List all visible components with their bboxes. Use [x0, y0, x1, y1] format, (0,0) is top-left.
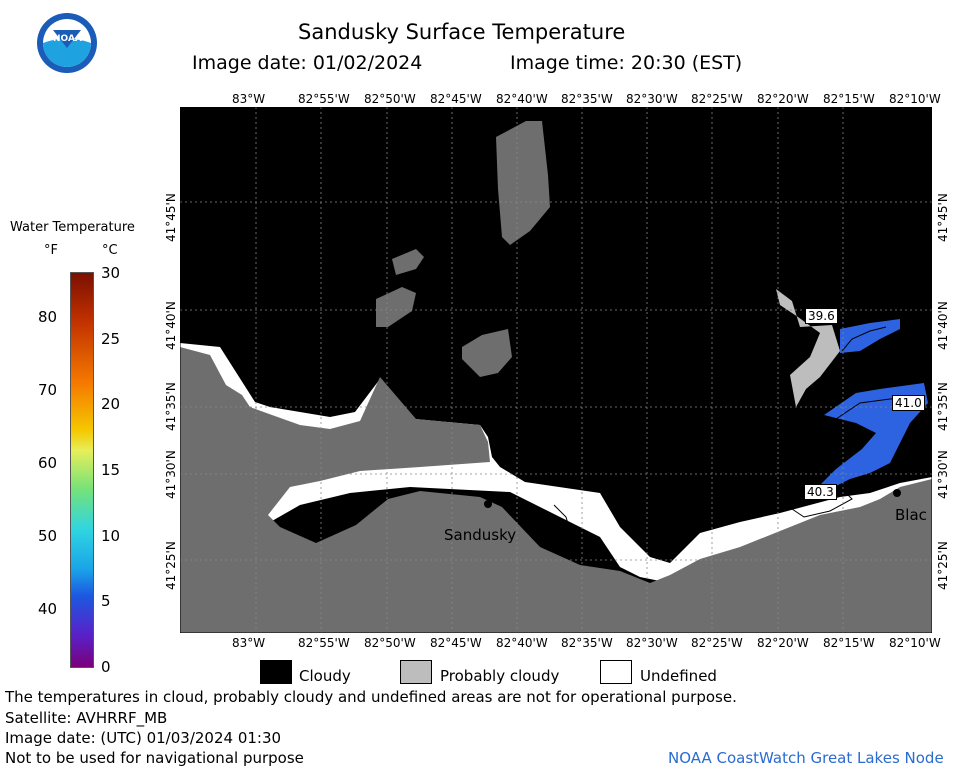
- colorbar-tick-c: 0: [101, 658, 111, 676]
- lat-tick-right: 41°30'N: [936, 450, 950, 499]
- lon-tick-top: 83°W: [232, 92, 266, 106]
- lon-tick-bottom: 83°W: [232, 636, 266, 650]
- city-marker-sandusky: [484, 500, 492, 508]
- footer-satellite: Satellite: AVHRRF_MB: [5, 709, 168, 727]
- colorbar-tick-c: 10: [101, 526, 121, 545]
- legend-swatch-undefined: [600, 660, 632, 684]
- image-date: Image date: 01/02/2024: [192, 52, 423, 74]
- lon-tick-top: 82°25'W: [691, 92, 743, 106]
- colorbar: [70, 272, 94, 668]
- legend-probably-cloudy: Probably cloudy: [440, 667, 560, 685]
- lon-tick-top: 82°10'W: [889, 92, 941, 106]
- lon-tick-top: 82°15'W: [823, 92, 875, 106]
- temp-label: 40.3: [804, 484, 837, 500]
- lon-tick-bottom: 82°40'W: [496, 636, 548, 650]
- undefined-area: [180, 343, 932, 583]
- lon-tick-top: 82°35'W: [561, 92, 613, 106]
- colorbar-tick-c: 5: [101, 592, 111, 611]
- legend-swatch-cloudy: [260, 660, 292, 684]
- place-label-blac: Blac: [895, 506, 927, 524]
- legend-undefined: Undefined: [640, 667, 717, 685]
- place-label-sandusky: Sandusky: [444, 526, 517, 544]
- lat-tick-right: 41°25'N: [936, 541, 950, 590]
- lat-tick-left: 41°30'N: [164, 450, 178, 499]
- lat-tick-left: 41°45'N: [164, 193, 178, 242]
- lon-tick-bottom: 82°55'W: [298, 636, 350, 650]
- colorbar-tick-f: 80: [38, 307, 58, 326]
- island: [462, 329, 512, 377]
- lat-tick-right: 41°35'N: [936, 382, 950, 431]
- lat-tick-left: 41°25'N: [164, 541, 178, 590]
- footer-disclaimer: The temperatures in cloud, probably clou…: [5, 688, 737, 706]
- image-time: Image time: 20:30 (EST): [510, 52, 743, 74]
- logo-text: NOAA: [53, 34, 82, 44]
- lat-tick-left: 41°40'N: [164, 301, 178, 350]
- lon-tick-bottom: 82°50'W: [364, 636, 416, 650]
- lon-tick-top: 82°55'W: [298, 92, 350, 106]
- land-area: [180, 347, 932, 633]
- colorbar-title: Water Temperature: [10, 220, 135, 235]
- temp-label: 39.6: [805, 308, 838, 324]
- lon-tick-bottom: 82°10'W: [889, 636, 941, 650]
- colorbar-tick-f: 40: [38, 599, 58, 618]
- lon-tick-top: 82°40'W: [496, 92, 548, 106]
- lon-tick-top: 82°45'W: [430, 92, 482, 106]
- lon-tick-top: 82°50'W: [364, 92, 416, 106]
- temp-label: 41.0: [892, 395, 925, 411]
- lon-tick-bottom: 82°20'W: [757, 636, 809, 650]
- colorbar-tick-c: 30: [101, 264, 121, 282]
- lon-tick-bottom: 82°30'W: [626, 636, 678, 650]
- map-title: Sandusky Surface Temperature: [298, 20, 626, 44]
- footer-utc-date: Image date: (UTC) 01/03/2024 01:30: [5, 729, 282, 747]
- lon-tick-bottom: 82°25'W: [691, 636, 743, 650]
- footer-nav-warning: Not to be used for navigational purpose: [5, 749, 304, 767]
- lat-tick-right: 41°40'N: [936, 301, 950, 350]
- graticule: [180, 107, 932, 633]
- colorbar-tick-c: 25: [101, 329, 121, 348]
- noaa-logo-icon: NOAA: [36, 12, 98, 74]
- lat-tick-right: 41°45'N: [936, 193, 950, 242]
- lon-tick-top: 82°20'W: [757, 92, 809, 106]
- legend-swatch-probably-cloudy: [400, 660, 432, 684]
- contour-line: [553, 504, 573, 538]
- lon-tick-bottom: 82°45'W: [430, 636, 482, 650]
- legend-cloudy: Cloudy: [299, 667, 351, 685]
- lon-tick-bottom: 82°15'W: [823, 636, 875, 650]
- probably-cloudy-area: [776, 289, 840, 407]
- colorbar-tick-f: 70: [38, 380, 58, 399]
- city-marker-blac: [893, 489, 901, 497]
- colorbar-tick-f: 60: [38, 453, 58, 472]
- lon-tick-bottom: 82°35'W: [561, 636, 613, 650]
- island: [376, 287, 416, 327]
- map-panel: [180, 107, 932, 633]
- colorbar-tick-f: 50: [38, 526, 58, 545]
- colorbar-tick-c: 15: [101, 461, 121, 479]
- lat-tick-left: 41°35'N: [164, 382, 178, 431]
- island: [392, 249, 424, 275]
- contour-line: [841, 326, 887, 352]
- lon-tick-top: 82°30'W: [626, 92, 678, 106]
- island: [496, 121, 550, 245]
- colorbar-unit-c: °C: [102, 243, 118, 258]
- colorbar-tick-c: 20: [101, 395, 121, 414]
- footer-credit: NOAA CoastWatch Great Lakes Node: [668, 749, 944, 767]
- colorbar-unit-f: °F: [44, 243, 58, 258]
